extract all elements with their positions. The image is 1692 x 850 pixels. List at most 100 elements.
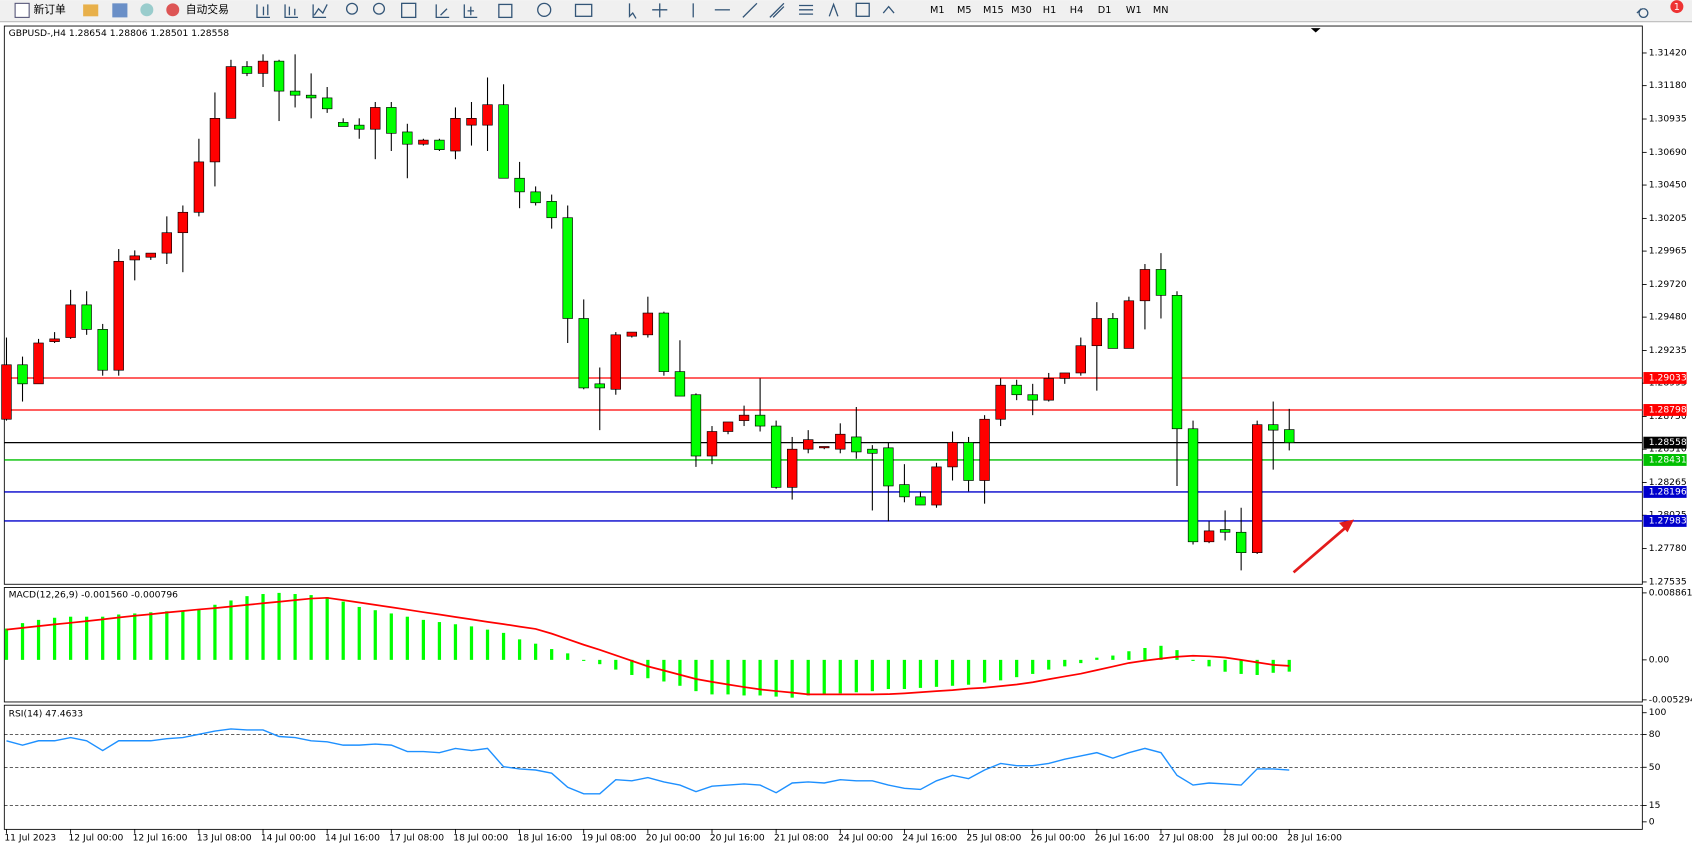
label-icon[interactable] bbox=[855, 2, 870, 17]
x-tick-label: 13 Jul 08:00 bbox=[197, 833, 252, 844]
candle-body bbox=[690, 394, 702, 457]
zoom-out-icon[interactable] bbox=[372, 2, 386, 15]
candle-body bbox=[594, 383, 605, 389]
timeframe-button[interactable]: M15 bbox=[983, 5, 1004, 16]
candle-body bbox=[514, 177, 525, 193]
macd-bar bbox=[501, 632, 506, 660]
timeframe-bar: M1 M5 M15 M30 H1 H4 D1 W1 MN bbox=[930, 5, 1169, 16]
signal-line bbox=[6, 596, 1290, 696]
line-chart-icon[interactable] bbox=[312, 4, 328, 19]
shift-icon[interactable] bbox=[463, 4, 478, 19]
candle-body bbox=[241, 66, 253, 74]
toolbar-icon[interactable] bbox=[112, 3, 128, 18]
macd-bar bbox=[485, 629, 490, 660]
candle-body bbox=[225, 66, 237, 119]
candle-body bbox=[546, 201, 557, 219]
scroll-icon[interactable] bbox=[435, 4, 450, 19]
macd-bar bbox=[165, 611, 169, 660]
timeframe-button[interactable]: H1 bbox=[1043, 5, 1056, 16]
fibo-icon[interactable] bbox=[799, 4, 814, 15]
channel-icon[interactable] bbox=[769, 2, 785, 18]
trendline-icon[interactable] bbox=[742, 2, 758, 18]
new-order-icon[interactable] bbox=[14, 2, 30, 18]
macd-bar bbox=[101, 616, 105, 660]
y-tick-label: 1.28510 bbox=[1649, 444, 1687, 455]
auto-trading-icon[interactable] bbox=[166, 3, 180, 17]
text-icon[interactable] bbox=[828, 2, 839, 17]
candle-body bbox=[1219, 529, 1231, 533]
timeframe-button[interactable]: M1 bbox=[930, 5, 945, 16]
candle-body bbox=[338, 122, 349, 127]
timeframe-button[interactable]: D1 bbox=[1098, 5, 1112, 16]
cursor-icon[interactable] bbox=[628, 3, 637, 19]
alert-badge[interactable] bbox=[1670, 0, 1684, 14]
macd-bar bbox=[517, 639, 522, 660]
x-tick-label: 19 Jul 08:00 bbox=[582, 833, 637, 844]
candle-body bbox=[1043, 378, 1054, 401]
macd-bar bbox=[886, 659, 891, 690]
y-tick-label: 0.00 bbox=[1649, 654, 1670, 665]
price-level-tag bbox=[1643, 515, 1687, 527]
candle-body bbox=[1107, 318, 1119, 349]
candle-body bbox=[562, 217, 573, 319]
candle-body bbox=[1171, 295, 1183, 430]
candle-body bbox=[65, 304, 76, 338]
bar-chart-icon[interactable] bbox=[256, 4, 270, 19]
candle-body bbox=[402, 131, 413, 145]
chart-tool-icons[interactable] bbox=[256, 2, 1649, 19]
macd-bar bbox=[469, 626, 474, 660]
indicator-icon[interactable] bbox=[498, 3, 513, 19]
candle-body bbox=[851, 436, 862, 453]
template-icon[interactable] bbox=[574, 3, 593, 17]
toolbar-icon[interactable] bbox=[83, 4, 99, 17]
macd-bar bbox=[245, 596, 249, 660]
arrow-icon[interactable] bbox=[882, 5, 895, 14]
candle-chart-icon[interactable] bbox=[284, 4, 299, 19]
tile-icon[interactable] bbox=[401, 2, 417, 19]
macd-bar bbox=[357, 606, 361, 660]
zoom-in-icon[interactable] bbox=[345, 2, 359, 15]
alert-count: 1 bbox=[1674, 2, 1680, 13]
x-tick-label: 20 Jul 16:00 bbox=[710, 833, 765, 844]
y-tick-label: 1.30450 bbox=[1649, 180, 1687, 191]
candle-body bbox=[33, 342, 44, 385]
candle-body bbox=[1059, 372, 1070, 379]
y-tick-label: 1.30935 bbox=[1649, 114, 1687, 125]
new-order-button[interactable]: 新订单 bbox=[33, 3, 66, 16]
macd-bar bbox=[1079, 659, 1083, 664]
macd-bar bbox=[1191, 659, 1195, 661]
auto-trading-button[interactable]: 自动交易 bbox=[186, 3, 229, 16]
timeframe-button[interactable]: W1 bbox=[1126, 5, 1142, 16]
timeframe-button[interactable]: MN bbox=[1153, 5, 1169, 16]
rsi-title: RSI(14) 47.4633 bbox=[9, 708, 84, 719]
candle-body bbox=[626, 331, 638, 337]
macd-bar bbox=[389, 613, 393, 660]
timeframe-button[interactable]: M30 bbox=[1011, 5, 1032, 16]
macd-bar bbox=[437, 622, 442, 660]
candle-body bbox=[273, 60, 285, 92]
macd-bar bbox=[534, 643, 538, 660]
macd-bar bbox=[646, 659, 650, 679]
macd-title: MACD(12,26,9) -0.001560 -0.000796 bbox=[9, 590, 179, 601]
macd-bar bbox=[1239, 659, 1243, 674]
candle-body bbox=[257, 60, 269, 74]
macd-bar bbox=[341, 601, 345, 660]
toolbar-icon[interactable] bbox=[140, 3, 154, 17]
macd-bar bbox=[950, 659, 955, 686]
candle-body bbox=[770, 425, 782, 488]
candle-body bbox=[642, 312, 654, 336]
macd-bar bbox=[614, 659, 618, 670]
y-tick-label: 15 bbox=[1649, 800, 1661, 811]
timeframe-button[interactable]: M5 bbox=[957, 5, 972, 16]
timeframe-button[interactable]: H4 bbox=[1070, 5, 1083, 16]
search-icon[interactable] bbox=[1636, 8, 1649, 19]
candle-body bbox=[819, 446, 830, 449]
candle-body bbox=[1027, 394, 1038, 401]
macd-bar bbox=[966, 659, 971, 685]
macd-bar bbox=[1175, 650, 1179, 660]
crosshair-icon[interactable] bbox=[652, 3, 668, 18]
candle-body bbox=[995, 384, 1006, 420]
candle-body bbox=[1091, 318, 1103, 347]
macd-bar bbox=[421, 619, 425, 660]
period-icon[interactable] bbox=[537, 2, 552, 17]
